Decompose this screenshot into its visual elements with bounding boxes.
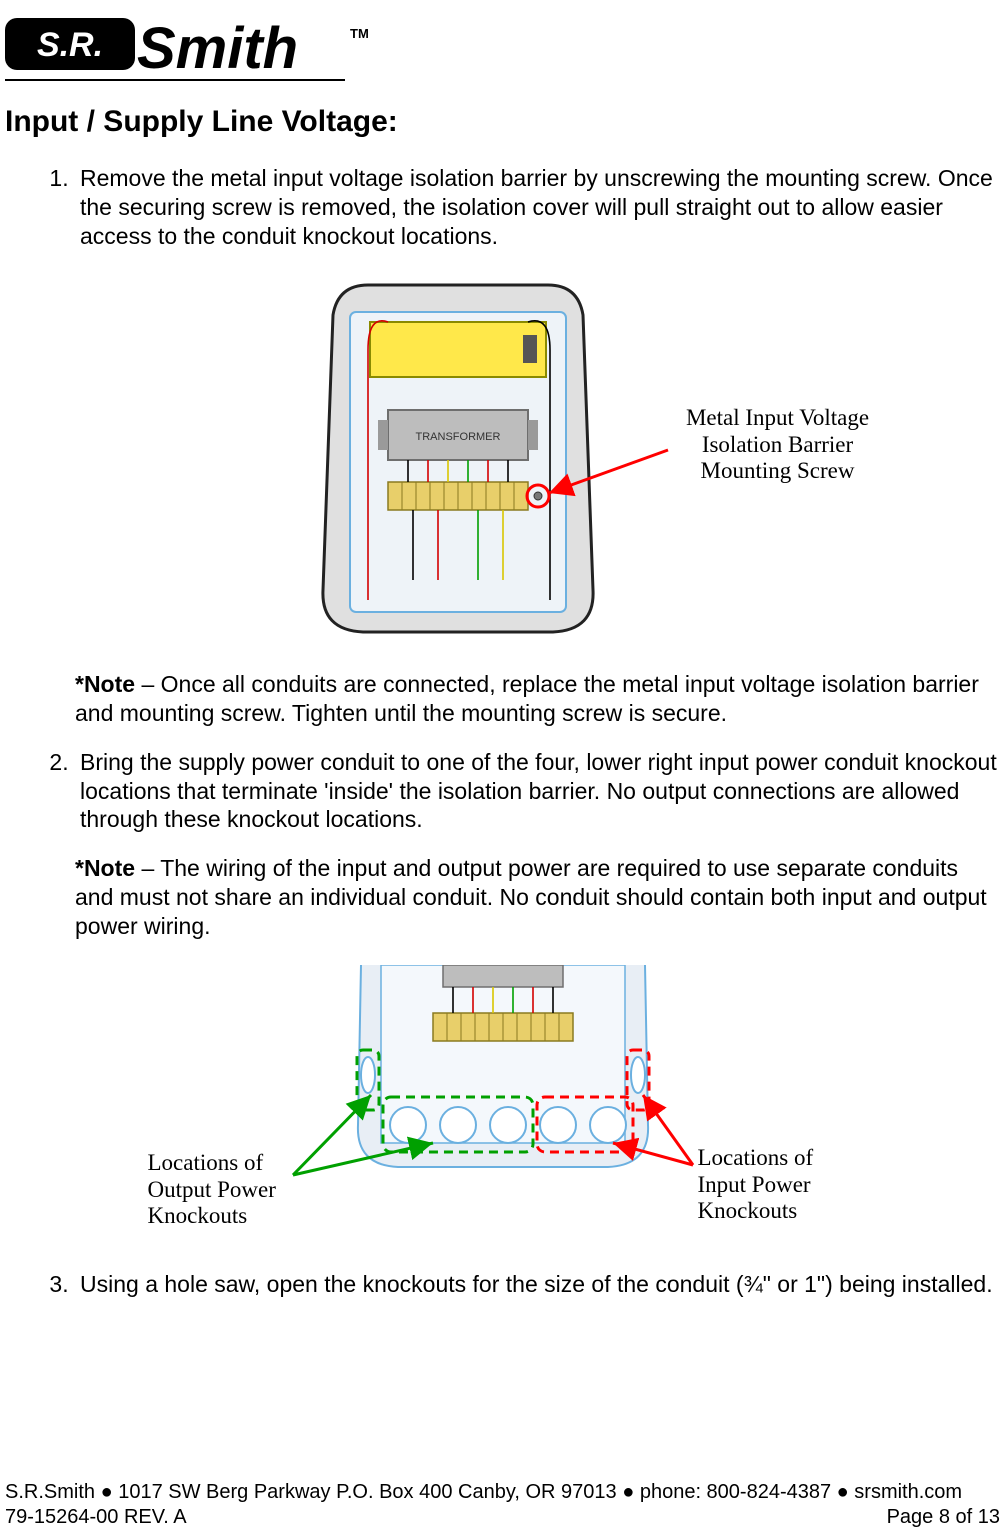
fig2-callout-right: Locations of Input Power Knockouts xyxy=(698,1145,858,1224)
page-footer: S.R.Smith ● 1017 SW Berg Parkway P.O. Bo… xyxy=(5,1480,1000,1530)
logo-smith-text: Smith xyxy=(137,16,298,81)
fig1-callout-text: Metal Input Voltage Isolation Barrier Mo… xyxy=(686,405,869,483)
item2-text: Bring the supply power conduit to one of… xyxy=(80,749,997,833)
list-item: Bring the supply power conduit to one of… xyxy=(75,748,1000,834)
note2-label: *Note xyxy=(75,855,135,881)
figure-1: TRANSFORMER xyxy=(53,275,953,645)
page: S.R. Smith TM Input / Supply Line Voltag… xyxy=(0,0,1005,1538)
note2-text: – The wiring of the input and output pow… xyxy=(75,855,987,939)
fig2-callout-left-text: Locations of Output Power Knockouts xyxy=(148,1150,276,1228)
footer-doc-rev: 79-15264-00 REV. A xyxy=(5,1505,187,1530)
note1-text: – Once all conduits are connected, repla… xyxy=(75,671,979,726)
note-2-block: *Note – The wiring of the input and outp… xyxy=(75,854,1000,940)
note-1-block: *Note – Once all conduits are connected,… xyxy=(75,670,1000,728)
instruction-list: Remove the metal input voltage isolation… xyxy=(5,164,1000,250)
list-item: Remove the metal input voltage isolation… xyxy=(75,164,1000,250)
footer-page-number: Page 8 of 13 xyxy=(887,1505,1000,1530)
figure-2: Locations of Output Power Knockouts Loca… xyxy=(53,965,953,1245)
logo-sr-text: S.R. xyxy=(37,26,103,64)
logo-tm-text: TM xyxy=(350,26,369,41)
fig1-callout: Metal Input Voltage Isolation Barrier Mo… xyxy=(668,405,888,484)
section-heading: Input / Supply Line Voltage: xyxy=(5,105,1000,139)
note1-label: *Note xyxy=(75,671,135,697)
transformer-label: TRANSFORMER xyxy=(415,431,500,443)
fig2-callout-left: Locations of Output Power Knockouts xyxy=(148,1150,308,1229)
item1-text: Remove the metal input voltage isolation… xyxy=(80,165,993,249)
list-item: Using a hole saw, open the knockouts for… xyxy=(75,1270,1000,1299)
instruction-list-2: Bring the supply power conduit to one of… xyxy=(5,748,1000,834)
brand-logo: S.R. Smith TM xyxy=(5,10,1000,85)
footer-line1: S.R.Smith ● 1017 SW Berg Parkway P.O. Bo… xyxy=(5,1480,1000,1505)
fig2-callout-right-text: Locations of Input Power Knockouts xyxy=(698,1145,814,1223)
item3-text: Using a hole saw, open the knockouts for… xyxy=(80,1271,993,1297)
instruction-list-3: Using a hole saw, open the knockouts for… xyxy=(5,1270,1000,1299)
